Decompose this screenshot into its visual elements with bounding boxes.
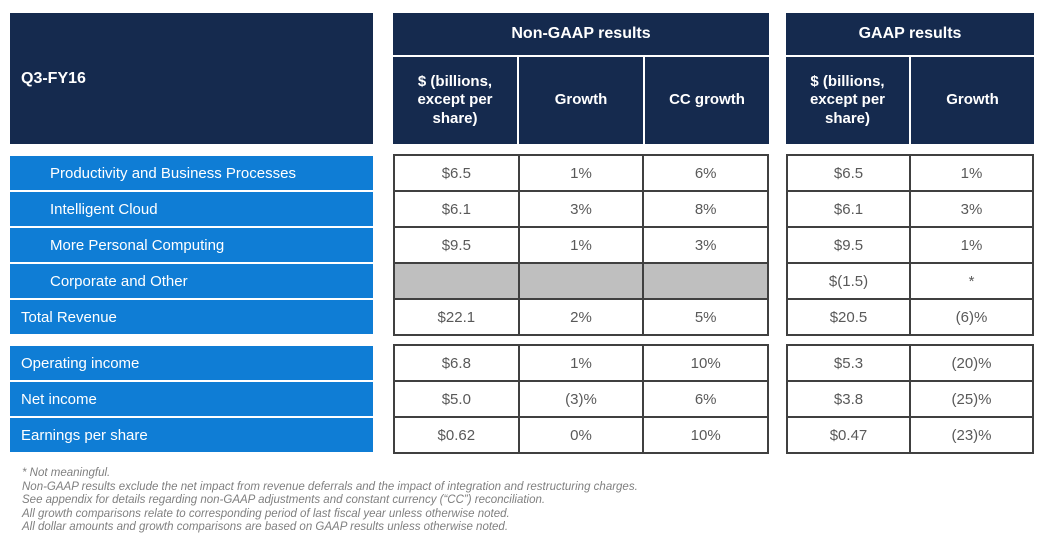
income-row-labels: Operating income Net income Earnings per…: [10, 346, 373, 452]
value-cell: $6.1: [395, 192, 518, 226]
value-cell: $5.0: [395, 382, 518, 416]
value-cell: 1%: [519, 156, 643, 190]
value-cell-not-applicable: [395, 264, 518, 298]
row-label-intelligent-cloud: Intelligent Cloud: [10, 192, 373, 226]
value-cell: $6.8: [395, 346, 518, 380]
income-gaap-table: $5.3 (20)% $3.8 (25)% $0.47 (23)%: [786, 344, 1034, 454]
footnote-not-meaningful: * Not meaningful.: [22, 467, 111, 479]
value-cell: (25)%: [911, 382, 1032, 416]
column-header-cc-growth: CC growth: [645, 57, 769, 144]
revenue-row-labels: Productivity and Business Processes Inte…: [10, 156, 373, 334]
non-gaap-group-title: Non-GAAP results: [393, 13, 769, 55]
value-cell: $9.5: [395, 228, 518, 262]
value-cell: (20)%: [911, 346, 1032, 380]
column-header-dollars: $ (billions, except per share): [786, 57, 909, 144]
value-cell: $0.62: [395, 418, 518, 452]
row-label-total-revenue: Total Revenue: [10, 300, 373, 334]
value-cell: $0.47: [788, 418, 909, 452]
row-label-operating-income: Operating income: [10, 346, 373, 380]
value-cell: 3%: [519, 192, 643, 226]
non-gaap-header-group: Non-GAAP results $ (billions, except per…: [393, 13, 769, 144]
footnotes-block: * Not meaningful. Non-GAAP results exclu…: [22, 467, 638, 535]
footnote-see-appendix: See appendix for details regarding non-G…: [22, 494, 546, 507]
value-cell: $6.1: [788, 192, 909, 226]
non-gaap-column-headers: $ (billions, except per share) Growth CC…: [393, 57, 769, 144]
value-cell-not-applicable: [519, 264, 643, 298]
row-label-earnings-per-share: Earnings per share: [10, 418, 373, 452]
revenue-non-gaap-table: $6.5 1% 6% $6.1 3% 8% $9.5 1% 3% $22.1 2…: [393, 154, 769, 336]
gaap-column-headers: $ (billions, except per share) Growth: [786, 57, 1034, 144]
quarter-title: Q3-FY16: [21, 69, 86, 87]
value-cell: 8%: [644, 192, 767, 226]
footnote-growth-comparisons: All growth comparisons relate to corresp…: [22, 507, 510, 520]
value-cell: 6%: [644, 156, 767, 190]
gaap-header-group: GAAP results $ (billions, except per sha…: [786, 13, 1034, 144]
value-cell: *: [911, 264, 1032, 298]
footnote-non-gaap-exclusions: Non-GAAP results exclude the net impact …: [22, 480, 638, 493]
value-cell: 1%: [911, 228, 1032, 262]
row-label-more-personal-computing: More Personal Computing: [10, 228, 373, 262]
value-cell: $3.8: [788, 382, 909, 416]
column-header-growth: Growth: [519, 57, 643, 144]
value-cell: 3%: [644, 228, 767, 262]
value-cell: $6.5: [788, 156, 909, 190]
row-label-corporate-and-other: Corporate and Other: [10, 264, 373, 298]
value-cell: 0%: [519, 418, 643, 452]
value-cell: 6%: [644, 382, 767, 416]
footnote-dollar-amounts: All dollar amounts and growth comparison…: [22, 521, 509, 534]
value-cell: (6)%: [911, 300, 1032, 334]
income-non-gaap-table: $6.8 1% 10% $5.0 (3)% 6% $0.62 0% 10%: [393, 344, 769, 454]
value-cell: (23)%: [911, 418, 1032, 452]
gaap-group-title: GAAP results: [786, 13, 1034, 55]
revenue-gaap-table: $6.5 1% $6.1 3% $9.5 1% $(1.5) * $20.5 (…: [786, 154, 1034, 336]
quarter-title-cell: Q3-FY16: [10, 13, 373, 144]
value-cell: 1%: [519, 346, 643, 380]
value-cell: 1%: [519, 228, 643, 262]
value-cell: 1%: [911, 156, 1032, 190]
value-cell: $(1.5): [788, 264, 909, 298]
value-cell: $6.5: [395, 156, 518, 190]
column-header-dollars: $ (billions, except per share): [393, 57, 517, 144]
column-header-growth: Growth: [911, 57, 1034, 144]
value-cell: 3%: [911, 192, 1032, 226]
value-cell: 5%: [644, 300, 767, 334]
value-cell: $5.3: [788, 346, 909, 380]
value-cell: 10%: [644, 346, 767, 380]
value-cell: (3)%: [519, 382, 643, 416]
value-cell: $9.5: [788, 228, 909, 262]
value-cell: $22.1: [395, 300, 518, 334]
value-cell: $20.5: [788, 300, 909, 334]
row-label-net-income: Net income: [10, 382, 373, 416]
value-cell: 2%: [519, 300, 643, 334]
row-label-productivity: Productivity and Business Processes: [10, 156, 373, 190]
value-cell: 10%: [644, 418, 767, 452]
value-cell-not-applicable: [644, 264, 767, 298]
